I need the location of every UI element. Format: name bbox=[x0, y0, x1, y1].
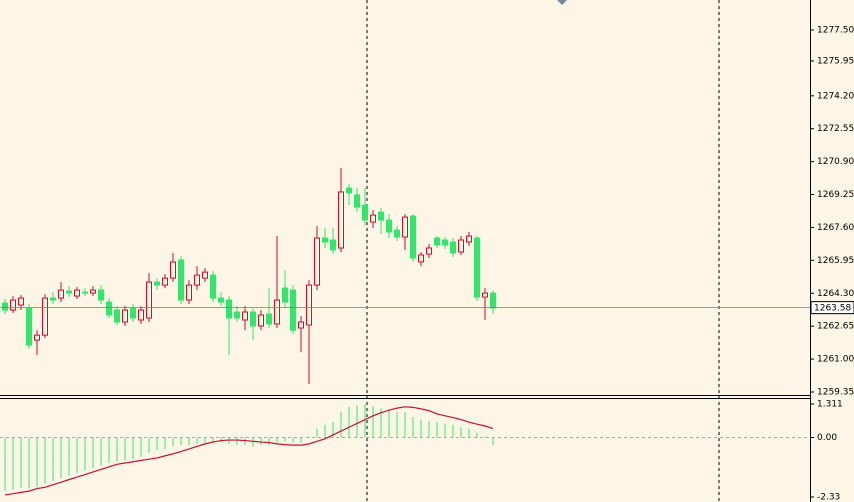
candle-body bbox=[282, 287, 288, 303]
y-tick-label: 1259.35 bbox=[817, 388, 854, 398]
candle-body bbox=[418, 254, 424, 263]
candle-body bbox=[258, 314, 264, 327]
candle-body bbox=[402, 216, 408, 238]
candle-body bbox=[410, 215, 416, 259]
y-tick-label: 1265.95 bbox=[817, 256, 854, 266]
candle-body bbox=[146, 281, 152, 319]
candle-body bbox=[122, 309, 128, 323]
candle-body bbox=[322, 237, 328, 243]
candle-body bbox=[90, 289, 96, 294]
y-tick-label: 1275.95 bbox=[817, 56, 854, 66]
y-tick-label: 1261.00 bbox=[817, 355, 854, 365]
candle-body bbox=[82, 291, 88, 294]
candle-body bbox=[306, 284, 312, 326]
y-tick-label: 0.00 bbox=[817, 433, 837, 443]
candle-body bbox=[434, 237, 440, 246]
last-price-box bbox=[810, 301, 854, 315]
y-tick-label: 1272.55 bbox=[817, 124, 854, 134]
candle-body bbox=[218, 297, 224, 303]
y-tick-label: 1262.65 bbox=[817, 322, 854, 332]
candle-body bbox=[482, 292, 488, 298]
candle-body bbox=[266, 313, 272, 325]
candle-body bbox=[450, 241, 456, 254]
candle-body bbox=[226, 299, 232, 319]
y-tick-label: 1270.90 bbox=[817, 157, 854, 167]
candle-body bbox=[378, 211, 384, 221]
signal-line bbox=[4, 406, 494, 496]
candle-body bbox=[370, 214, 376, 223]
candle-body bbox=[98, 289, 104, 301]
y-tick-label: 1267.60 bbox=[817, 223, 854, 233]
candle-body bbox=[298, 321, 304, 329]
y-tick-label: 1269.25 bbox=[817, 190, 854, 200]
candle-body bbox=[42, 297, 48, 336]
candle-body bbox=[210, 274, 216, 299]
y-tick-label: 1.311 bbox=[817, 400, 843, 410]
candle-body bbox=[194, 274, 200, 286]
y-tick-label: 1277.50 bbox=[817, 26, 854, 36]
marker bbox=[557, 0, 567, 5]
candle-body bbox=[162, 277, 168, 286]
candle-body bbox=[274, 299, 280, 325]
y-tick-label: -2.33 bbox=[817, 493, 840, 502]
candle-body bbox=[10, 299, 16, 311]
candle-body bbox=[458, 239, 464, 253]
y-tick-label: 1274.20 bbox=[817, 91, 854, 101]
candle-body bbox=[114, 309, 120, 323]
candle-body bbox=[474, 237, 480, 298]
candle-body bbox=[242, 311, 248, 321]
candle-body bbox=[106, 301, 112, 316]
candle-body bbox=[426, 247, 432, 255]
candle-body bbox=[362, 204, 368, 221]
candle-body bbox=[314, 237, 320, 286]
candle-body bbox=[250, 311, 256, 327]
candle-body bbox=[178, 259, 184, 301]
candle-body bbox=[442, 239, 448, 246]
candle-body bbox=[290, 289, 296, 331]
candle-body bbox=[186, 284, 192, 301]
candle-body bbox=[58, 289, 64, 299]
candle-body bbox=[338, 191, 344, 249]
candle-body bbox=[74, 289, 80, 297]
candle-body bbox=[234, 311, 240, 319]
candle-body bbox=[330, 239, 336, 251]
candle-body bbox=[138, 309, 144, 321]
candle-body bbox=[394, 229, 400, 238]
candle-body bbox=[170, 261, 176, 279]
candle-body bbox=[2, 302, 8, 311]
candle-body bbox=[346, 187, 352, 194]
candle-body bbox=[354, 194, 360, 208]
last-price-label: 1263.58 bbox=[814, 304, 851, 314]
candle-body bbox=[202, 271, 208, 279]
candle-body bbox=[50, 297, 56, 301]
candle-body bbox=[386, 219, 392, 233]
y-tick-label: 1264.30 bbox=[817, 289, 854, 299]
candle-body bbox=[130, 307, 136, 319]
candle-body bbox=[154, 281, 160, 286]
candle-body bbox=[490, 292, 496, 309]
candle-body bbox=[18, 297, 24, 306]
candle-body bbox=[34, 334, 40, 341]
candle-body bbox=[66, 290, 72, 294]
candle-body bbox=[26, 307, 32, 346]
candle-body bbox=[466, 235, 472, 243]
